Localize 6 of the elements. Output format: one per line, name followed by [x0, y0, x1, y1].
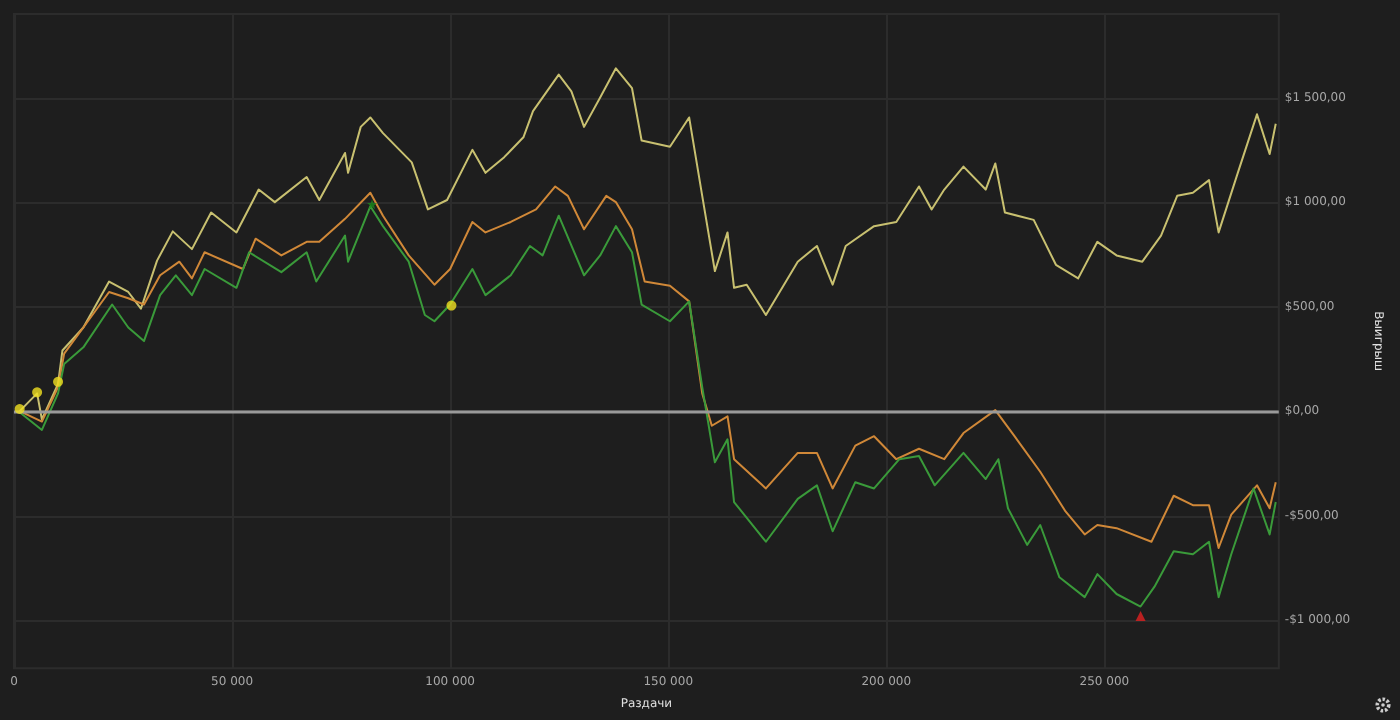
point — [32, 387, 43, 398]
point — [14, 404, 25, 415]
point — [367, 199, 378, 210]
point — [446, 300, 457, 311]
point — [1135, 610, 1146, 621]
point — [53, 376, 64, 387]
